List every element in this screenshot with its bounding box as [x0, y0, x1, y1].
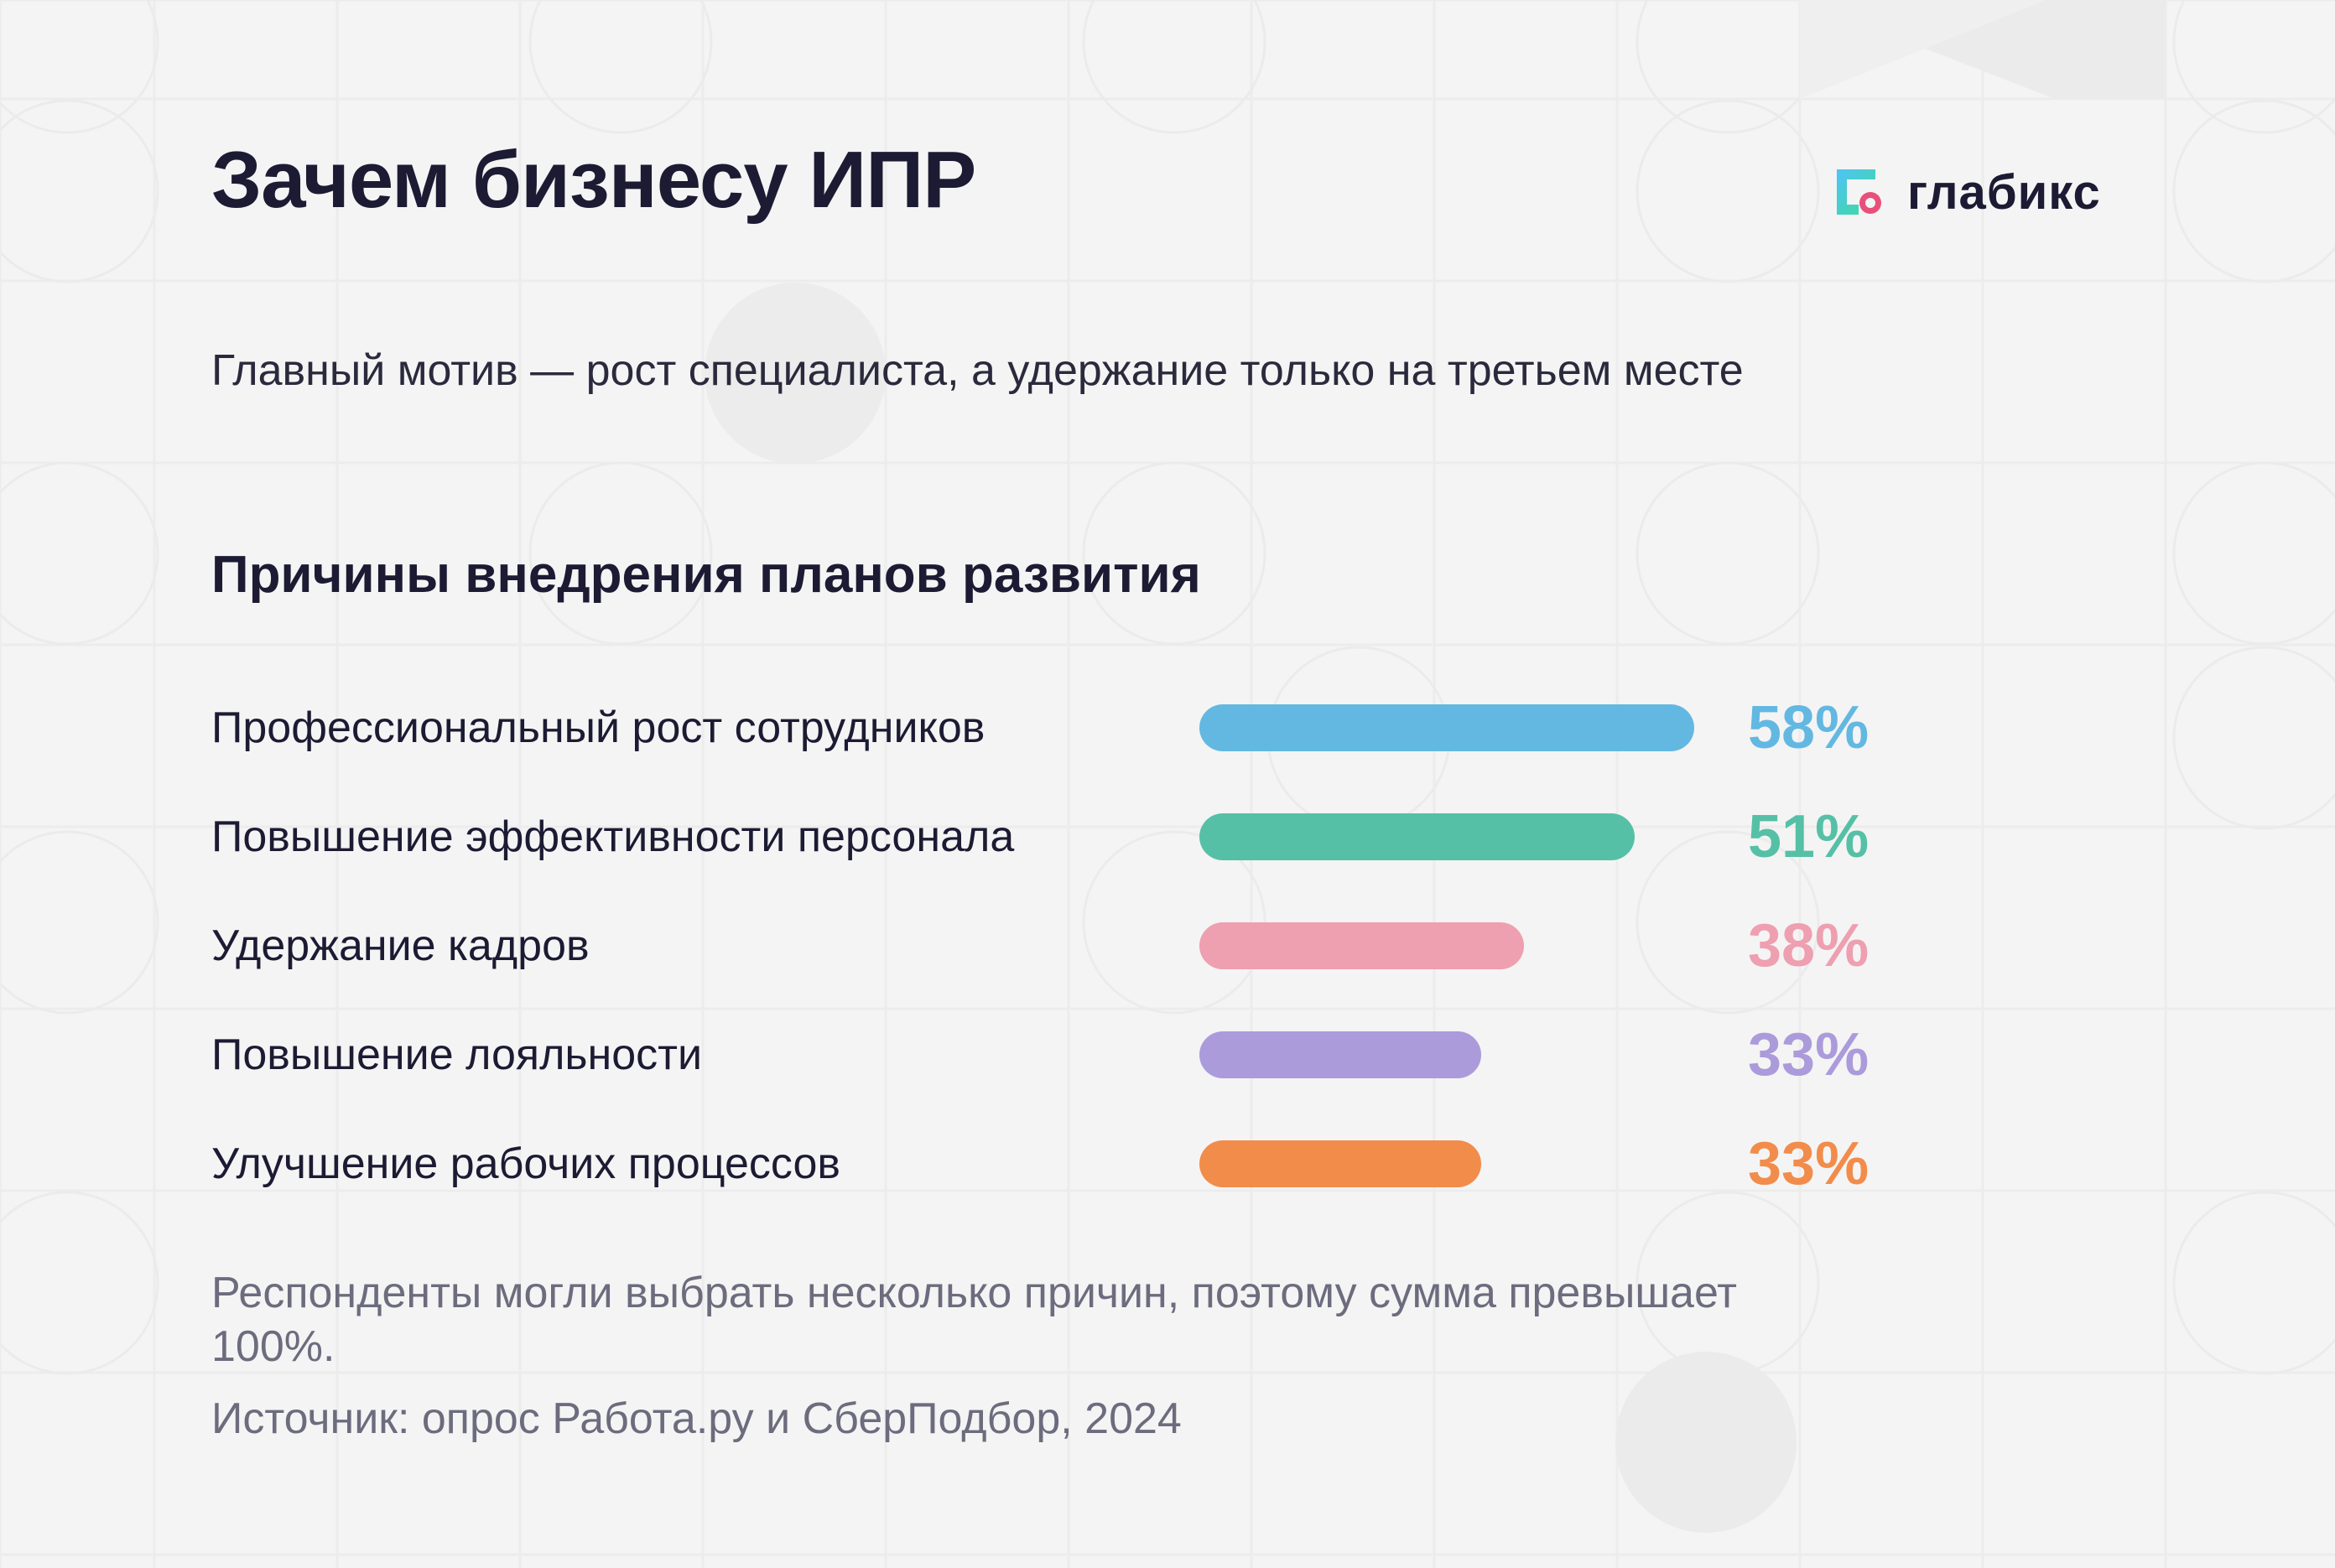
category-label: Повышение лояльности — [211, 1031, 702, 1079]
source-note: Источник: опрос Работа.ру и СберПодбор, … — [211, 1394, 1182, 1443]
chart-row: Повышение эффективности персонала 51% — [0, 803, 2335, 870]
category-label: Улучшение рабочих процессов — [211, 1140, 840, 1188]
value-label: 33% — [1748, 1130, 1870, 1197]
bar — [1199, 922, 1524, 969]
chart-title: Причины внедрения планов развития — [211, 546, 1201, 604]
category-label: Повышение эффективности персонала — [211, 813, 1015, 861]
chart-row: Удержание кадров 38% — [0, 912, 2335, 979]
page-title: Зачем бизнесу ИПР — [211, 135, 976, 225]
value-label: 33% — [1748, 1021, 1870, 1088]
brand-logo: глабикс — [1833, 163, 2101, 221]
category-label: Удержание кадров — [211, 922, 590, 970]
bar — [1199, 1140, 1481, 1187]
bar — [1199, 1031, 1481, 1078]
category-label: Профессиональный рост сотрудников — [211, 704, 985, 752]
subtitle: Главный мотив — рост специалиста, а удер… — [211, 346, 1744, 395]
value-label: 58% — [1748, 694, 1870, 761]
footnote: Респонденты могли выбрать несколько прич… — [211, 1269, 1737, 1371]
value-label: 51% — [1748, 803, 1870, 870]
bar — [1199, 813, 1636, 860]
chart-row: Профессиональный рост сотрудников 58% — [0, 694, 2335, 761]
bar — [1199, 704, 1695, 751]
chart-row: Повышение лояльности 33% — [0, 1021, 2335, 1088]
logo-wordmark: глабикс — [1907, 164, 2101, 220]
glabix-logo-icon — [1837, 169, 1881, 215]
chart-row: Улучшение рабочих процессов 33% — [0, 1130, 2335, 1197]
value-label: 38% — [1748, 912, 1870, 979]
